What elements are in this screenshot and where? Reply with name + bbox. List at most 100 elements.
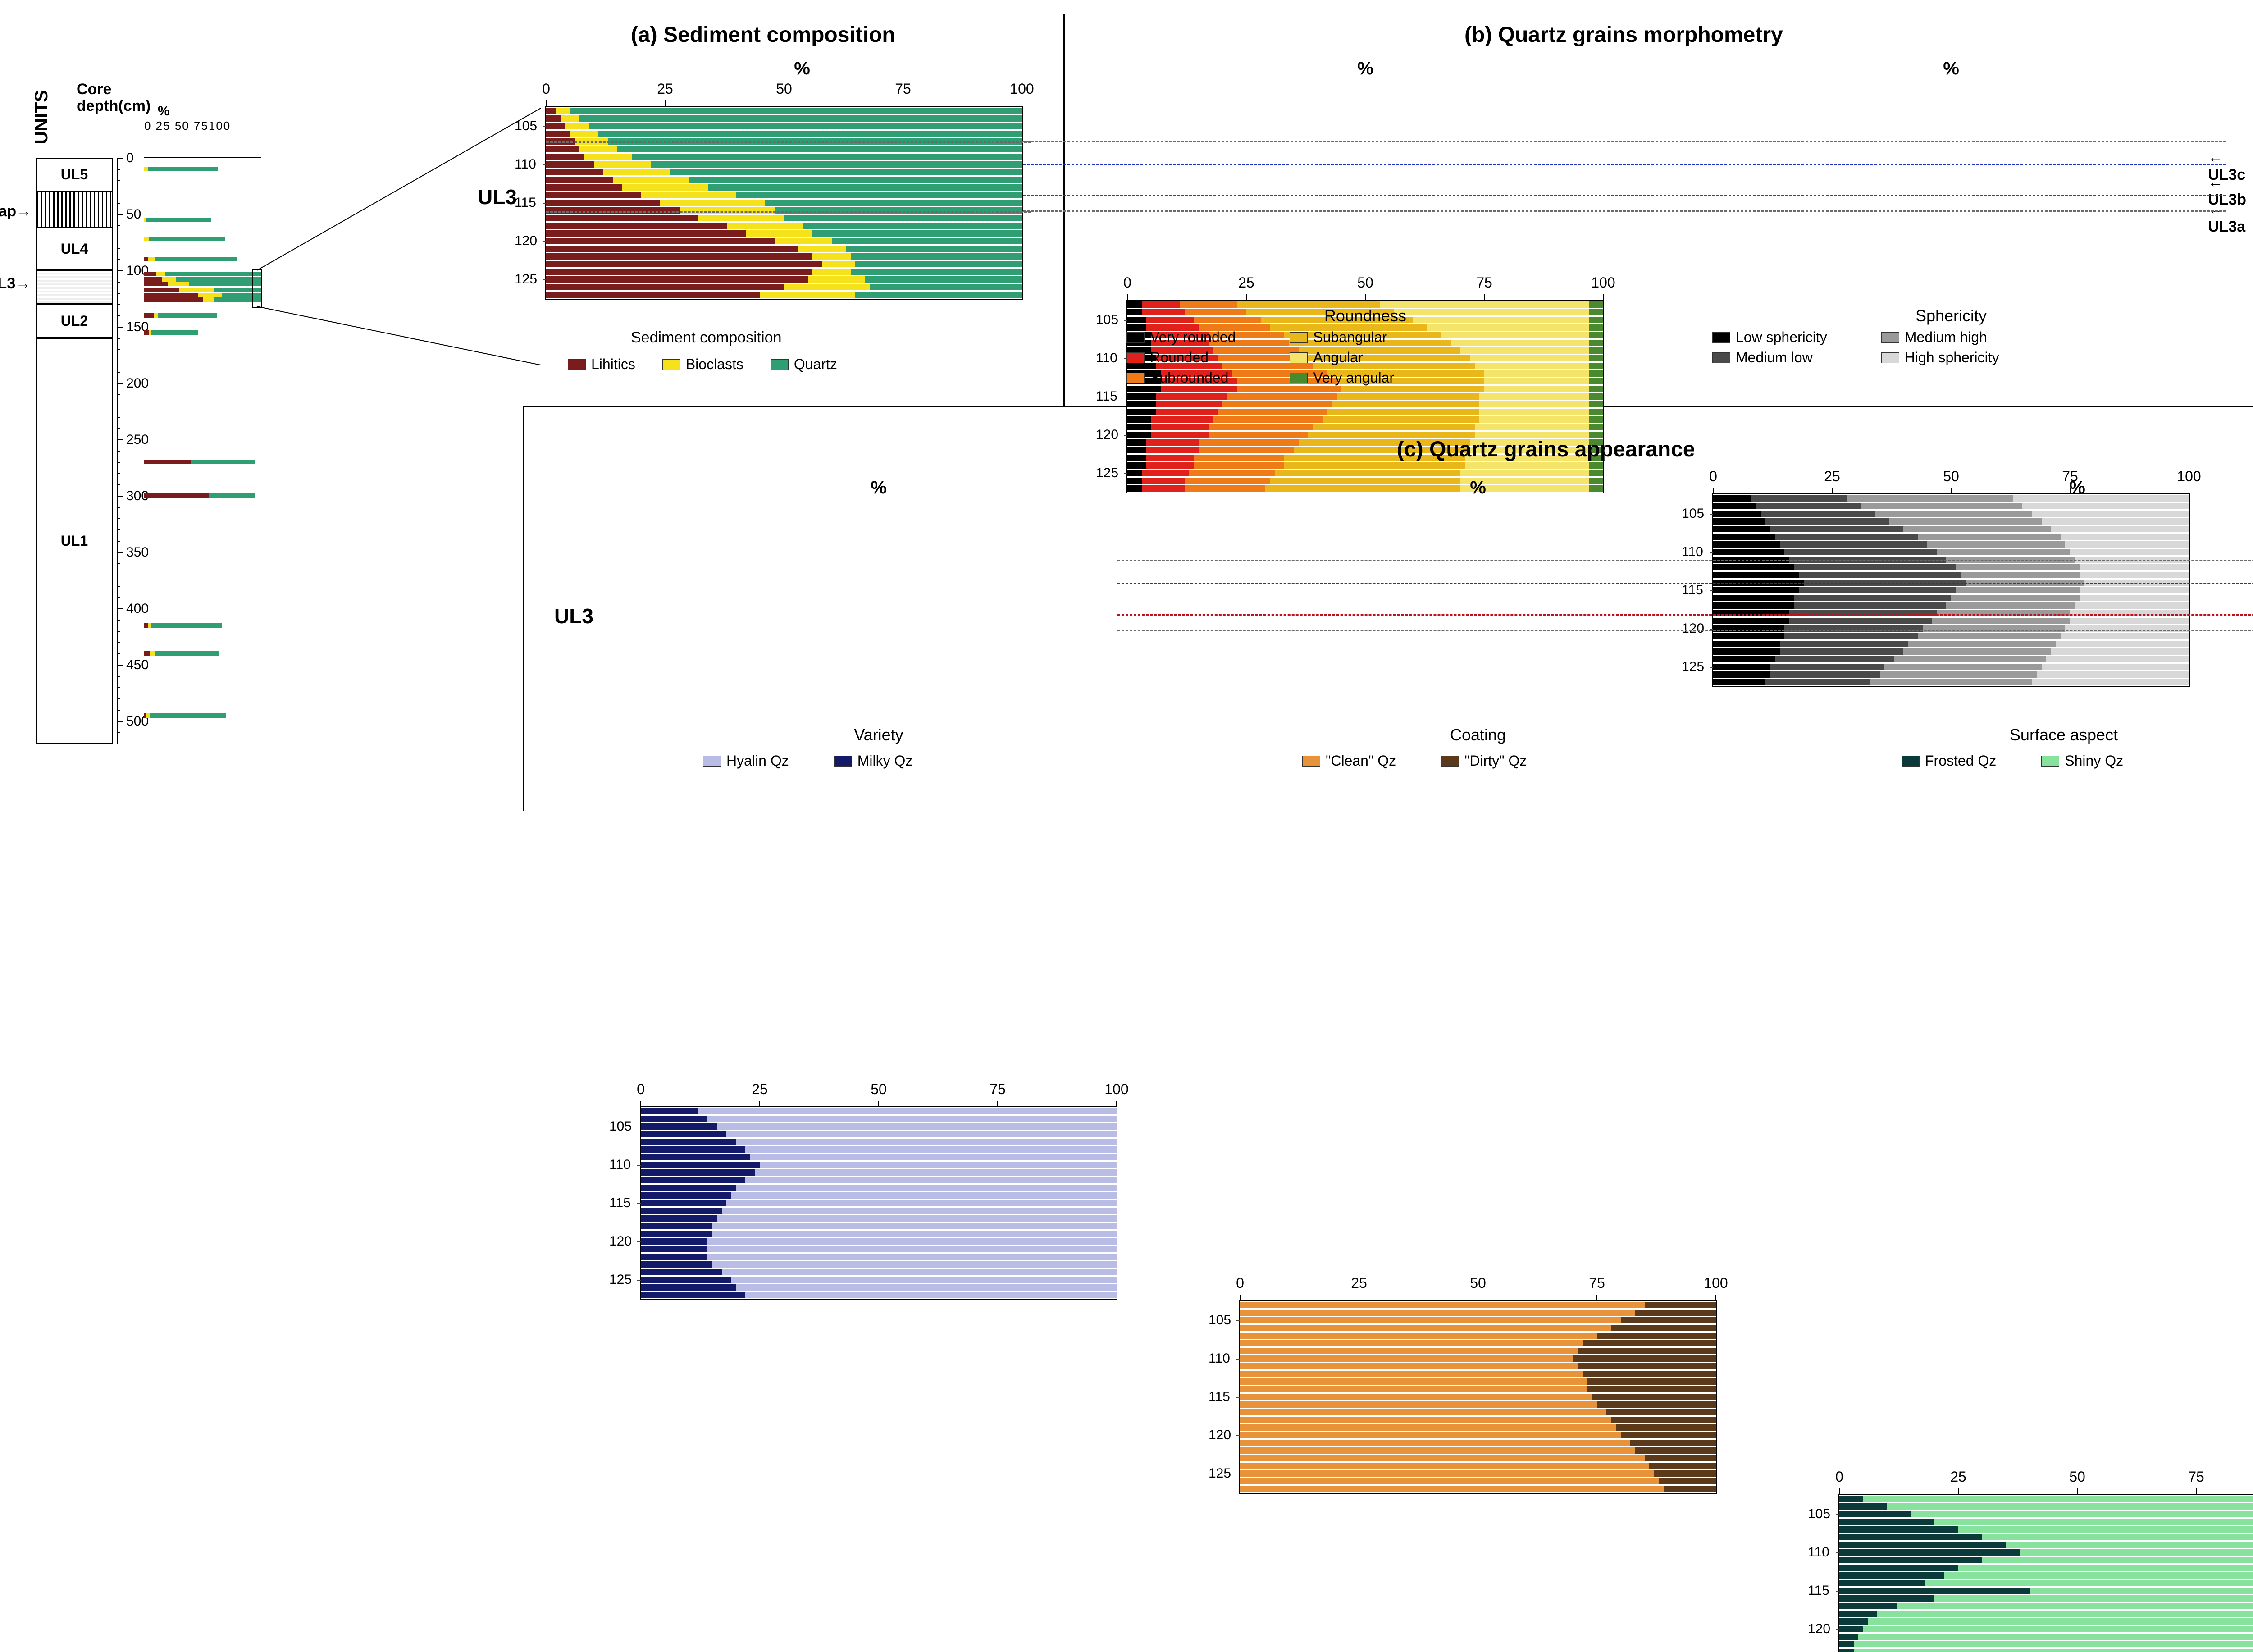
x-tick-label: 50 xyxy=(1357,274,1373,291)
depth-tick-label: 0 xyxy=(126,151,134,166)
x-tick-label: 0 xyxy=(1123,274,1131,291)
x-tick-label: 50 xyxy=(1470,1275,1486,1291)
ul3-pointer-label: UL3→ xyxy=(0,275,31,292)
strat-unit-UL2: UL2 xyxy=(36,304,113,338)
bar-row xyxy=(641,1292,1117,1298)
mini-bar-row xyxy=(144,237,225,241)
bar-row xyxy=(1713,679,2189,685)
units-label: UNITS xyxy=(32,90,52,144)
mini-bar-row xyxy=(144,282,261,286)
x-tick-label: 25 xyxy=(1238,274,1254,291)
sep-ab xyxy=(1063,14,1065,406)
bar-row xyxy=(1839,1496,2253,1502)
y-tick-label: 110 xyxy=(515,157,1018,172)
bar-row xyxy=(1240,1302,1716,1308)
legend-milky: Milky Qz xyxy=(834,753,913,769)
mini-bar-row xyxy=(144,460,255,464)
x-tick-label: 75 xyxy=(990,1081,1006,1098)
y-tick-label: 115 xyxy=(609,1196,1113,1211)
bar-row xyxy=(1839,1534,2253,1540)
bar-row xyxy=(1240,1378,1716,1385)
y-tick-label: 125 xyxy=(1209,1466,1712,1481)
y-tick-label: 120 xyxy=(515,233,1018,249)
y-tick-label: 110 xyxy=(1682,544,2185,560)
bar-row xyxy=(641,1254,1117,1260)
legend-frosted: Frosted Qz xyxy=(1902,753,1996,769)
x-tick-label: 75 xyxy=(2188,1469,2204,1485)
guide-line xyxy=(1023,210,2226,212)
panel-c-title: (c) Quartz grains appearance xyxy=(1397,437,1695,462)
y-tick-label: 105 xyxy=(1209,1313,1712,1328)
y-tick-label: 120 xyxy=(609,1234,1113,1249)
bar-row xyxy=(546,177,1022,183)
b-round-pct: % xyxy=(1320,59,1410,79)
bar-row xyxy=(1839,1649,2253,1652)
mini-bar-row xyxy=(144,288,261,292)
depth-tick-label: 50 xyxy=(126,207,141,222)
bar-row xyxy=(1127,485,1603,492)
legend-medhigh-sph: Medium high xyxy=(1881,329,1999,346)
mini-bar-row xyxy=(144,167,218,171)
y-tick-label: 115 xyxy=(1808,1583,2253,1598)
bar-row xyxy=(641,1146,1117,1153)
legend-clean: "Clean" Qz xyxy=(1302,753,1396,769)
sphericity-axis-label: Sphericity xyxy=(1847,306,2055,325)
bar-row xyxy=(1839,1526,2253,1533)
x-tick-label: 50 xyxy=(1943,468,1959,485)
y-tick-label: 110 xyxy=(1808,1545,2253,1560)
panel-a-title: (a) Sediment composition xyxy=(631,23,895,47)
bar-row xyxy=(1127,409,1603,415)
variety-legend: Hyalin Qz Milky Qz xyxy=(703,753,912,769)
core-depth-label: Core depth(cm) xyxy=(77,81,151,115)
bar-row xyxy=(1713,526,2189,532)
surface-legend: Frosted Qz Shiny Qz xyxy=(1902,753,2123,769)
y-tick-label: 115 xyxy=(1209,1389,1712,1405)
bar-row xyxy=(641,1261,1117,1268)
legend-medlow-sph: Medium low xyxy=(1712,349,1827,366)
bar-row xyxy=(1839,1611,2253,1617)
strat-unit-UL4: UL4 xyxy=(36,228,113,270)
mini-bar-row xyxy=(144,218,211,222)
legend-angular: Angular xyxy=(1290,349,1394,366)
y-tick-label: 120 xyxy=(1209,1428,1712,1443)
sep-left-c xyxy=(523,406,524,811)
y-tick-label: 105 xyxy=(1682,506,2185,521)
mini-bar-row xyxy=(144,272,261,276)
bar-row xyxy=(641,1139,1117,1145)
sediment-legend-title: Sediment composition xyxy=(631,329,782,347)
bar-row xyxy=(1713,572,2189,578)
b-sph-pct: % xyxy=(1906,59,1996,79)
c-coat-pct: % xyxy=(1433,478,1523,498)
legend-bioclasts: Bioclasts xyxy=(662,356,743,373)
legend-quartz: Quartz xyxy=(771,356,837,373)
variety-axis-label: Variety xyxy=(775,726,982,744)
legend-subrounded: Subrounded xyxy=(1126,370,1236,386)
panel-a-pct: % xyxy=(757,59,847,79)
bar-row xyxy=(546,184,1022,191)
bar-row xyxy=(546,261,1022,267)
x-tick-label: 0 xyxy=(542,81,550,97)
bar-row xyxy=(1713,610,2189,616)
y-tick-label: 115 xyxy=(1096,389,1600,404)
legend-low-sph: Low sphericity xyxy=(1712,329,1827,346)
bar-row xyxy=(641,1223,1117,1229)
bar-row xyxy=(1713,534,2189,540)
y-tick-label: 120 xyxy=(1808,1621,2253,1637)
legend-rounded: Rounded xyxy=(1126,349,1236,366)
bar-row xyxy=(1839,1603,2253,1609)
c-surf-pct: % xyxy=(2032,478,2122,498)
y-tick-label: 125 xyxy=(609,1272,1113,1287)
bar-row xyxy=(641,1108,1117,1114)
x-tick-label: 100 xyxy=(1010,81,1034,97)
legend-high-sph: High sphericity xyxy=(1881,349,1999,366)
c-var-pct: % xyxy=(834,478,924,498)
panel-a-chart: 0255075100105110115120125 xyxy=(545,106,1023,300)
bar-row xyxy=(1839,1641,2253,1647)
guides-top xyxy=(1023,106,2203,300)
x-tick-label: 50 xyxy=(776,81,792,97)
coating-legend: "Clean" Qz "Dirty" Qz xyxy=(1302,753,1527,769)
x-tick-label: 25 xyxy=(657,81,673,97)
x-tick-label: 50 xyxy=(871,1081,887,1098)
bar-row xyxy=(1839,1572,2253,1579)
strat-column-region: UNITS Core depth(cm) % 0 25 50 75100 UL5… xyxy=(36,158,388,766)
